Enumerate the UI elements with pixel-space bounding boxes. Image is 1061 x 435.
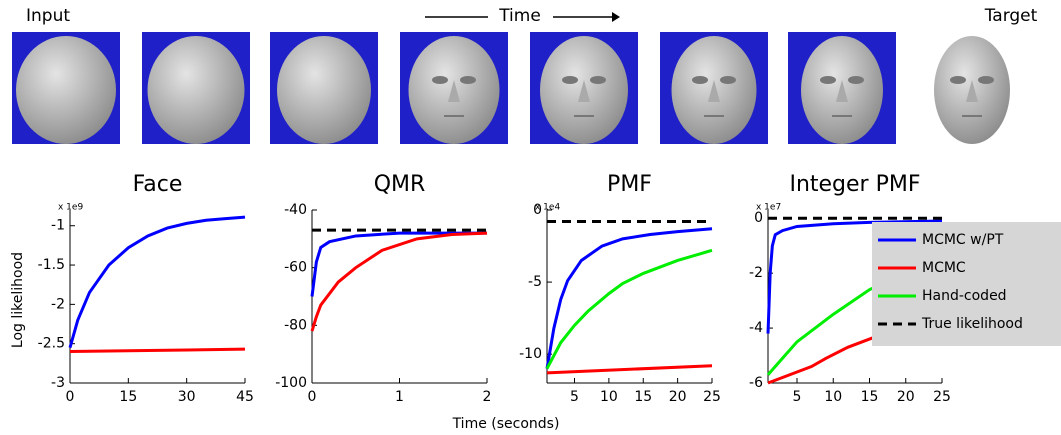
- face-nose: [708, 80, 720, 102]
- y-tick-label: -60: [284, 260, 307, 276]
- y-tick-label: -2: [51, 296, 65, 312]
- x-tick-label: 15: [861, 389, 879, 405]
- series-line: [310, 231, 488, 332]
- x-tick-label: 25: [933, 389, 951, 405]
- face-row: [12, 32, 1026, 144]
- chart-title: Face: [133, 172, 183, 197]
- x-tick-label: 10: [600, 389, 618, 405]
- series-line: [766, 219, 943, 334]
- x-axis-label: Time (seconds): [452, 416, 560, 432]
- chart-title: QMR: [374, 172, 426, 197]
- x-tick-label: 20: [897, 389, 915, 405]
- face-nose: [578, 80, 590, 102]
- face-eye: [848, 76, 864, 84]
- y-tick-label: -40: [284, 202, 307, 218]
- legend-label: MCMC w/PT: [922, 232, 1004, 248]
- series-line: [546, 364, 713, 375]
- arrow-head: [612, 12, 620, 22]
- y-tick-label: -10: [519, 346, 542, 362]
- y-tick-label: -5: [528, 274, 542, 290]
- face-shape: [277, 36, 371, 144]
- scale-label: x 1e7: [756, 203, 781, 213]
- face-eye: [562, 76, 578, 84]
- y-tick-label: -2: [749, 265, 763, 281]
- x-tick-label: 1: [395, 389, 404, 405]
- series-line: [69, 347, 246, 354]
- face-eye: [978, 76, 994, 84]
- x-tick-label: 0: [66, 389, 75, 405]
- chart-title: PMF: [607, 172, 652, 197]
- face-shape: [147, 36, 245, 144]
- x-tick-label: 20: [669, 389, 687, 405]
- face-shape: [16, 36, 116, 144]
- y-tick-label: -100: [275, 375, 307, 391]
- y-tick-label: -2.5: [38, 336, 65, 352]
- series-line: [68, 215, 246, 349]
- face-eye: [950, 76, 966, 84]
- time-label: Time: [498, 6, 541, 26]
- x-tick-label: 45: [236, 389, 254, 405]
- face-nose: [836, 80, 848, 102]
- y-tick-label: 0: [754, 210, 763, 226]
- series-line: [545, 227, 713, 369]
- y-axis-label: Log likelihood: [10, 252, 26, 348]
- x-tick-label: 15: [119, 389, 137, 405]
- face-eye: [720, 76, 736, 84]
- y-tick-label: 0: [533, 202, 542, 218]
- x-tick-label: 5: [793, 389, 802, 405]
- legend-label: Hand-coded: [922, 288, 1007, 304]
- target-label: Target: [984, 6, 1038, 26]
- series-line: [545, 248, 713, 370]
- y-tick-label: -1.5: [38, 257, 65, 273]
- scale-label: x 1e9: [58, 203, 83, 213]
- face-nose: [448, 80, 460, 102]
- face-eye: [590, 76, 606, 84]
- y-tick-label: -1: [51, 218, 65, 234]
- y-tick-label: -6: [749, 375, 763, 391]
- legend-label: MCMC: [922, 260, 966, 276]
- x-tick-label: 25: [703, 389, 721, 405]
- x-tick-label: 15: [634, 389, 652, 405]
- x-tick-label: 10: [824, 389, 842, 405]
- legend-label: True likelihood: [921, 316, 1023, 332]
- scale-label: x 1e4: [535, 203, 560, 213]
- face-eye: [692, 76, 708, 84]
- x-tick-label: 5: [570, 389, 579, 405]
- face-eye: [432, 76, 448, 84]
- x-tick-label: 2: [483, 389, 492, 405]
- series-line: [310, 231, 487, 297]
- face-eye: [820, 76, 836, 84]
- y-tick-label: -4: [749, 320, 763, 336]
- legend-box: [872, 222, 1061, 346]
- face-eye: [460, 76, 476, 84]
- x-tick-label: 0: [308, 389, 317, 405]
- y-tick-label: -80: [284, 317, 307, 333]
- y-tick-label: -3: [51, 375, 65, 391]
- x-tick-label: 30: [178, 389, 196, 405]
- face-nose: [966, 80, 978, 102]
- chart-title: Integer PMF: [789, 172, 920, 197]
- input-label: Input: [26, 6, 70, 26]
